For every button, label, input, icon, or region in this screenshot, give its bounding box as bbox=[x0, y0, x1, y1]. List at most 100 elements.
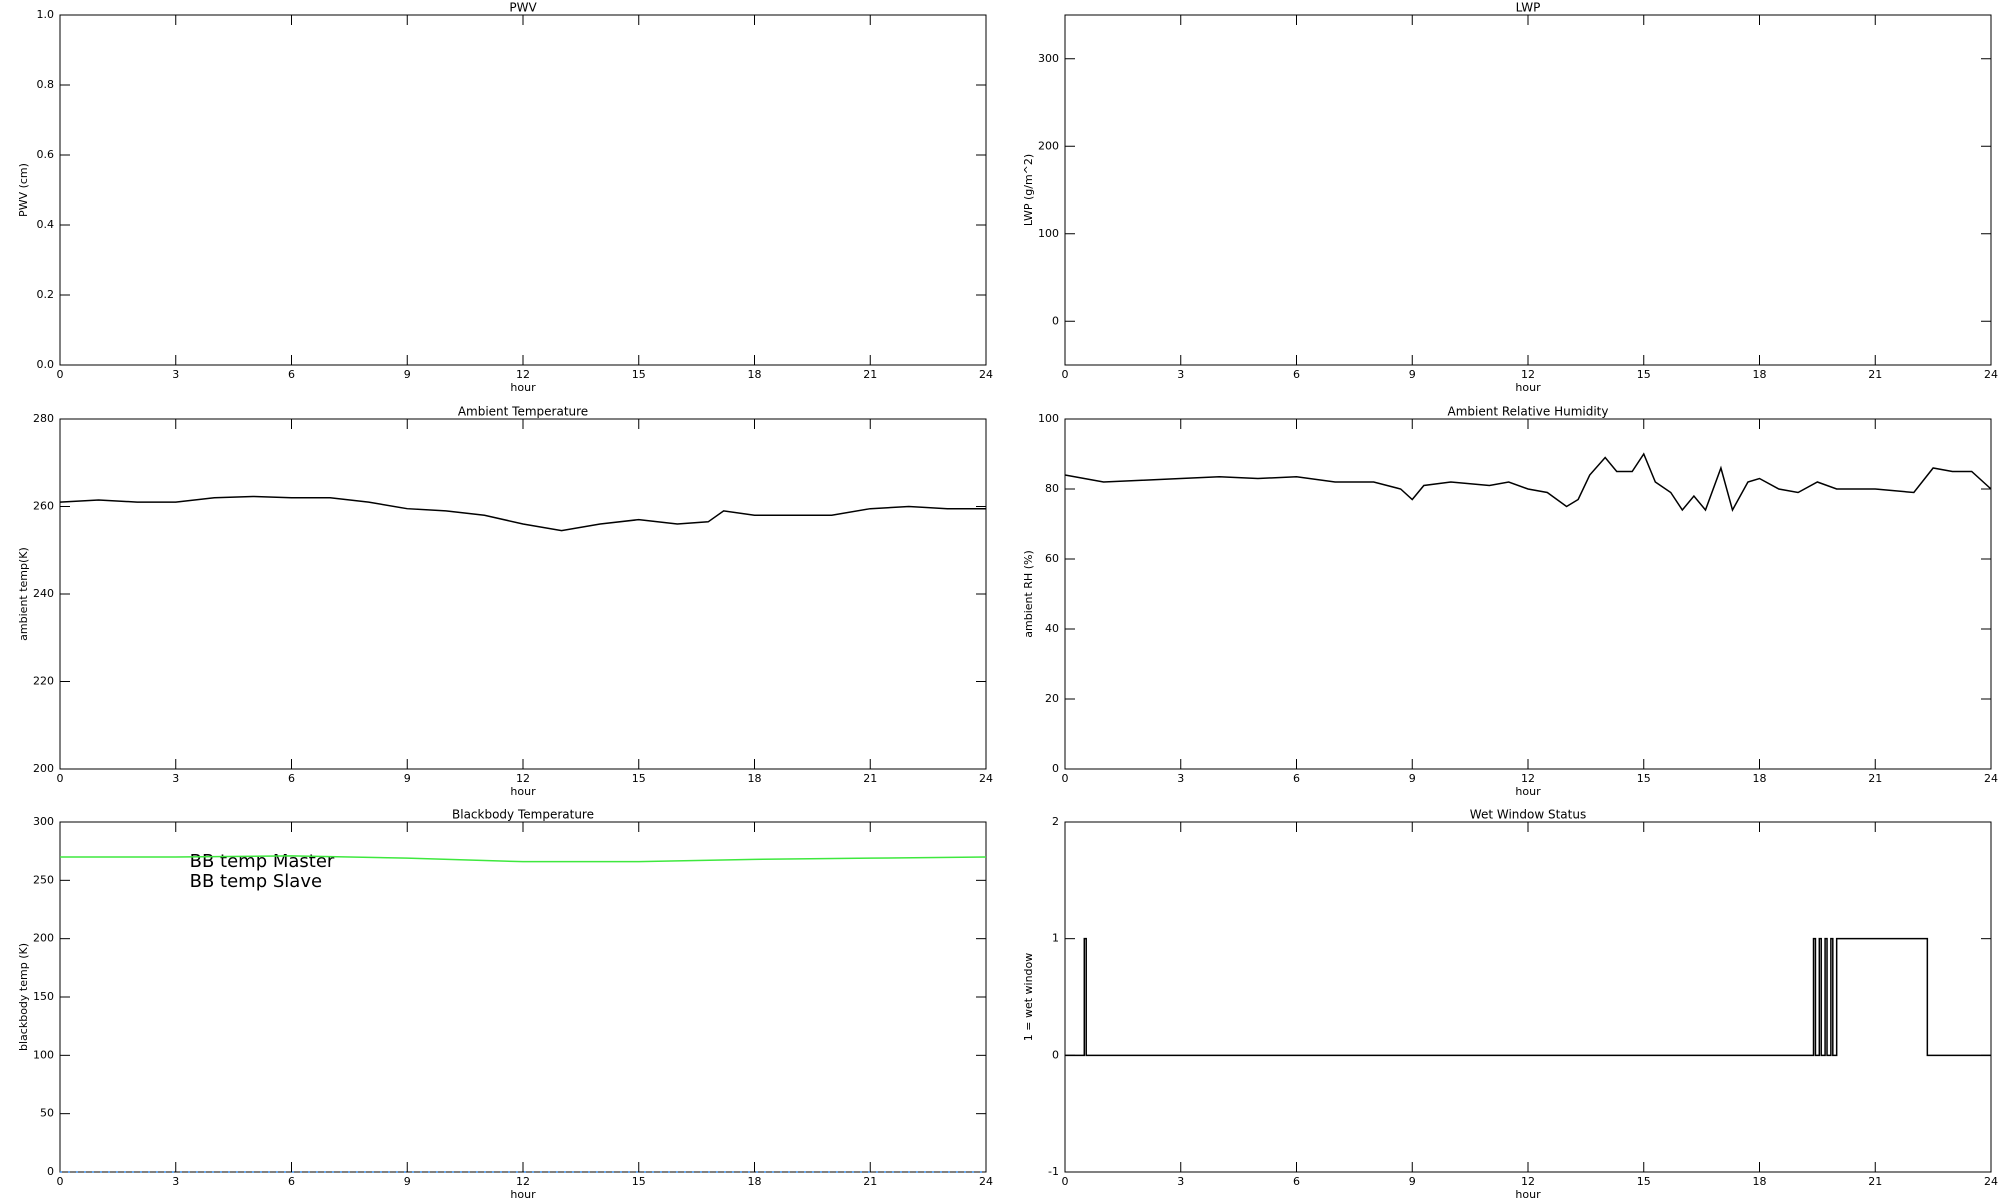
panel-title: PWV bbox=[509, 1, 537, 15]
x-tick-label: 6 bbox=[288, 368, 295, 381]
y-tick-label: 100 bbox=[1038, 412, 1059, 425]
panel: Blackbody Temperature hour blackbody temp … bbox=[17, 808, 993, 1200]
y-axis-label: ambient RH (%) bbox=[1022, 550, 1035, 638]
panel: LWP hour LWP (g/m^2) 0 3 6 9 12 15 18 21 24 0 100 200 3… bbox=[1022, 1, 1998, 395]
x-tick-label: 12 bbox=[516, 772, 530, 785]
x-tick-label: 15 bbox=[1637, 368, 1651, 381]
x-tick-label: 18 bbox=[748, 368, 762, 381]
x-tick-label: 18 bbox=[748, 772, 762, 785]
plot-frame bbox=[59, 14, 987, 366]
y-tick-label: 150 bbox=[33, 990, 54, 1003]
x-tick-label: 6 bbox=[1293, 1175, 1300, 1188]
y-tick-label: 300 bbox=[33, 815, 54, 828]
x-tick-label: 24 bbox=[979, 368, 993, 381]
y-tick-label: 40 bbox=[1045, 622, 1059, 635]
y-tick-label: 60 bbox=[1045, 552, 1059, 565]
data-line bbox=[1065, 937, 1991, 1057]
x-tick-label: 18 bbox=[1753, 772, 1767, 785]
x-tick-label: 3 bbox=[172, 368, 179, 381]
x-tick-label: 21 bbox=[863, 368, 877, 381]
panel: Wet Window Status hour 1 = wet window 0 3 6 9 1… bbox=[1022, 808, 1998, 1200]
x-tick-label: 12 bbox=[1521, 1175, 1535, 1188]
plot-frame bbox=[1064, 14, 1992, 366]
y-tick-label: 250 bbox=[33, 873, 54, 886]
y-tick-label: 280 bbox=[33, 412, 54, 425]
y-tick-label: 50 bbox=[40, 1107, 54, 1120]
x-tick-label: 21 bbox=[863, 772, 877, 785]
x-axis-label: hour bbox=[510, 1188, 536, 1200]
x-tick-label: 18 bbox=[1753, 368, 1767, 381]
plot-frame bbox=[1064, 418, 1992, 770]
x-axis-label: hour bbox=[1515, 785, 1541, 798]
y-tick-label: 220 bbox=[33, 675, 54, 688]
y-tick-label: 20 bbox=[1045, 692, 1059, 705]
y-tick-label: 100 bbox=[1038, 227, 1059, 240]
x-tick-label: 24 bbox=[1984, 1175, 1998, 1188]
y-tick-label: 0.6 bbox=[37, 148, 55, 161]
y-tick-label: 80 bbox=[1045, 482, 1059, 495]
x-tick-label: 6 bbox=[288, 1175, 295, 1188]
panel-title: Ambient Relative Humidity bbox=[1448, 405, 1609, 419]
x-tick-label: 9 bbox=[404, 772, 411, 785]
x-tick-label: 21 bbox=[1868, 1175, 1882, 1188]
y-tick-label: -1 bbox=[1048, 1165, 1059, 1178]
y-tick-label: 0 bbox=[1052, 762, 1059, 775]
y-tick-label: 300 bbox=[1038, 52, 1059, 65]
x-tick-label: 21 bbox=[1868, 368, 1882, 381]
y-axis-label: LWP (g/m^2) bbox=[1022, 154, 1035, 226]
x-tick-label: 18 bbox=[1753, 1175, 1767, 1188]
x-tick-label: 9 bbox=[404, 368, 411, 381]
plot-frame bbox=[1064, 821, 1992, 1173]
x-tick-label: 15 bbox=[632, 368, 646, 381]
y-tick-label: 0.8 bbox=[37, 78, 55, 91]
x-tick-label: 12 bbox=[1521, 772, 1535, 785]
x-tick-label: 6 bbox=[288, 772, 295, 785]
x-tick-label: 9 bbox=[1409, 1175, 1416, 1188]
y-axis-label: PWV (cm) bbox=[17, 163, 30, 217]
panel: PWV hour PWV (cm) 0 3 6 9 12 15 18 21 24 0.0 0.2 0.4 0.… bbox=[17, 1, 993, 395]
x-tick-label: 3 bbox=[172, 1175, 179, 1188]
y-tick-label: 1 bbox=[1052, 932, 1059, 945]
x-tick-label: 15 bbox=[1637, 1175, 1651, 1188]
x-tick-label: 0 bbox=[57, 772, 64, 785]
panel: Ambient Relative Humidity hour ambient RH … bbox=[1022, 405, 1998, 799]
x-tick-label: 12 bbox=[1521, 368, 1535, 381]
y-axis-label: ambient temp(K) bbox=[17, 547, 30, 641]
y-tick-label: 2 bbox=[1052, 815, 1059, 828]
y-tick-label: 0.4 bbox=[37, 218, 55, 231]
x-tick-label: 0 bbox=[1062, 368, 1069, 381]
x-tick-label: 15 bbox=[632, 772, 646, 785]
y-axis-label: 1 = wet window bbox=[1022, 953, 1035, 1042]
x-tick-label: 15 bbox=[632, 1175, 646, 1188]
x-tick-label: 0 bbox=[57, 1175, 64, 1188]
y-axis-label: blackbody temp (K) bbox=[17, 943, 30, 1051]
panel-title: Wet Window Status bbox=[1470, 808, 1586, 822]
legend-entry: BB temp Master bbox=[190, 851, 335, 872]
y-tick-label: 240 bbox=[33, 587, 54, 600]
x-tick-label: 0 bbox=[1062, 772, 1069, 785]
panel-title: LWP bbox=[1516, 1, 1541, 15]
y-tick-label: 0 bbox=[47, 1165, 54, 1178]
x-tick-label: 18 bbox=[748, 1175, 762, 1188]
y-tick-label: 100 bbox=[33, 1048, 54, 1061]
x-tick-label: 0 bbox=[1062, 1175, 1069, 1188]
legend-entry: BB temp Slave bbox=[190, 871, 322, 892]
y-tick-label: 0 bbox=[1052, 1048, 1059, 1061]
x-tick-label: 24 bbox=[979, 772, 993, 785]
x-axis-label: hour bbox=[510, 381, 536, 394]
x-axis-label: hour bbox=[510, 785, 536, 798]
y-tick-label: 200 bbox=[33, 932, 54, 945]
data-line bbox=[59, 495, 986, 532]
y-tick-label: 200 bbox=[33, 762, 54, 775]
x-tick-label: 9 bbox=[404, 1175, 411, 1188]
y-tick-label: 1.0 bbox=[37, 8, 55, 21]
x-tick-label: 24 bbox=[979, 1175, 993, 1188]
panel: Ambient Temperature hour ambient temp(K) 0 3… bbox=[17, 405, 993, 799]
y-tick-label: 0.2 bbox=[37, 288, 55, 301]
x-tick-label: 3 bbox=[172, 772, 179, 785]
panel-title: Blackbody Temperature bbox=[452, 808, 594, 822]
y-tick-label: 0.0 bbox=[37, 358, 55, 371]
x-tick-label: 6 bbox=[1293, 772, 1300, 785]
